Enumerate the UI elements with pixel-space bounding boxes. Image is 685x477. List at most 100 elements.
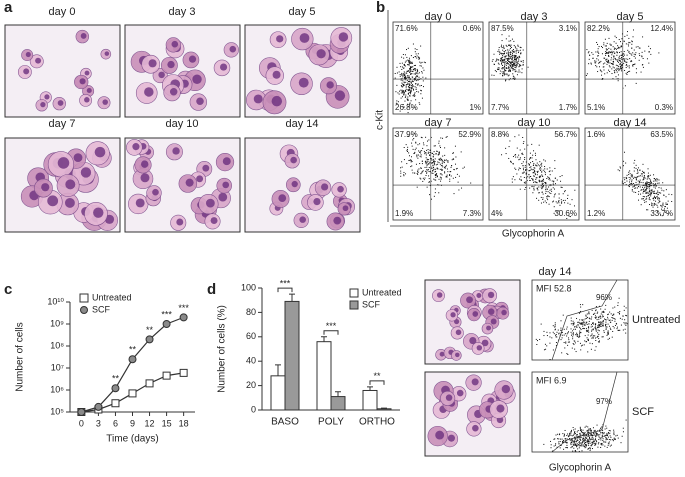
event-dot: [515, 59, 517, 61]
event-dot: [622, 55, 624, 57]
event-dot: [633, 191, 635, 193]
event-dot: [584, 447, 586, 449]
event-dot: [625, 324, 627, 326]
event-dot: [580, 439, 582, 441]
event-dot: [561, 175, 563, 177]
event-dot: [582, 445, 584, 447]
event-dot: [405, 72, 407, 74]
event-dot: [558, 210, 560, 212]
event-dot: [510, 46, 512, 48]
event-dot: [409, 71, 411, 73]
event-dot: [501, 154, 503, 156]
legend-swatch: [79, 293, 89, 303]
event-dot: [619, 59, 621, 61]
event-dot: [505, 67, 507, 69]
event-dot: [652, 192, 654, 194]
event-dot: [576, 431, 578, 433]
event-dot: [525, 170, 527, 172]
event-dot: [410, 159, 412, 161]
event-dot: [518, 60, 520, 62]
event-dot: [579, 442, 581, 444]
event-dot: [605, 52, 607, 54]
event-dot: [603, 311, 605, 313]
event-dot: [600, 443, 602, 445]
event-dot: [420, 90, 422, 92]
event-dot: [527, 144, 529, 146]
event-dot: [554, 160, 556, 162]
event-dot: [624, 182, 626, 184]
event-dot: [605, 439, 607, 441]
event-dot: [668, 193, 670, 195]
event-dot: [528, 164, 530, 166]
event-dot: [628, 185, 630, 187]
event-dot: [509, 52, 511, 54]
event-dot: [501, 64, 503, 66]
event-dot: [607, 431, 609, 433]
event-dot: [607, 314, 609, 316]
event-dot: [657, 206, 659, 208]
event-dot: [407, 70, 409, 72]
event-dot: [655, 200, 657, 202]
event-dot: [635, 187, 637, 189]
nucleus: [93, 207, 104, 218]
event-dot: [651, 185, 653, 187]
event-dot: [549, 177, 551, 179]
event-dot: [527, 66, 529, 68]
event-dot: [410, 91, 412, 93]
event-dot: [582, 322, 584, 324]
event-dot: [613, 317, 615, 319]
event-dot: [597, 327, 599, 329]
event-dot: [574, 438, 576, 440]
event-dot: [641, 51, 643, 53]
event-dot: [564, 199, 566, 201]
event-dot: [562, 433, 564, 435]
event-dot: [623, 305, 625, 307]
event-dot: [568, 337, 570, 339]
nucleus: [496, 404, 505, 413]
event-dot: [621, 435, 623, 437]
event-dot: [575, 444, 577, 446]
event-dot: [604, 319, 606, 321]
event-dot: [403, 171, 405, 173]
event-dot: [624, 323, 626, 325]
event-dot: [534, 167, 536, 169]
event-dot: [639, 179, 641, 181]
event-dot: [502, 49, 504, 51]
event-dot: [423, 179, 425, 181]
event-dot: [414, 69, 416, 71]
event-dot: [504, 66, 506, 68]
panel-label: a: [4, 0, 13, 16]
event-dot: [456, 167, 458, 169]
event-dot: [406, 148, 408, 150]
event-dot: [532, 172, 534, 174]
event-dot: [430, 136, 432, 138]
event-dot: [625, 322, 627, 324]
event-dot: [522, 60, 524, 62]
event-dot: [554, 322, 556, 324]
event-dot: [422, 86, 424, 88]
event-dot: [509, 55, 511, 57]
event-dot: [607, 442, 609, 444]
event-dot: [578, 444, 580, 446]
event-dot: [581, 344, 583, 346]
event-dot: [458, 189, 460, 191]
event-dot: [554, 326, 556, 328]
event-dot: [499, 70, 501, 72]
event-dot: [610, 436, 612, 438]
event-dot: [581, 431, 583, 433]
event-dot: [515, 47, 517, 49]
nucleus: [84, 70, 90, 76]
event-dot: [509, 48, 511, 50]
event-dot: [592, 427, 594, 429]
event-dot: [416, 76, 418, 78]
event-dot: [649, 191, 651, 193]
event-dot: [647, 184, 649, 186]
event-dot: [604, 62, 606, 64]
event-dot: [639, 180, 641, 182]
event-dot: [525, 161, 527, 163]
event-dot: [648, 198, 650, 200]
event-dot: [416, 186, 418, 188]
event-dot: [613, 70, 615, 72]
event-dot: [622, 431, 624, 433]
event-dot: [558, 202, 560, 204]
